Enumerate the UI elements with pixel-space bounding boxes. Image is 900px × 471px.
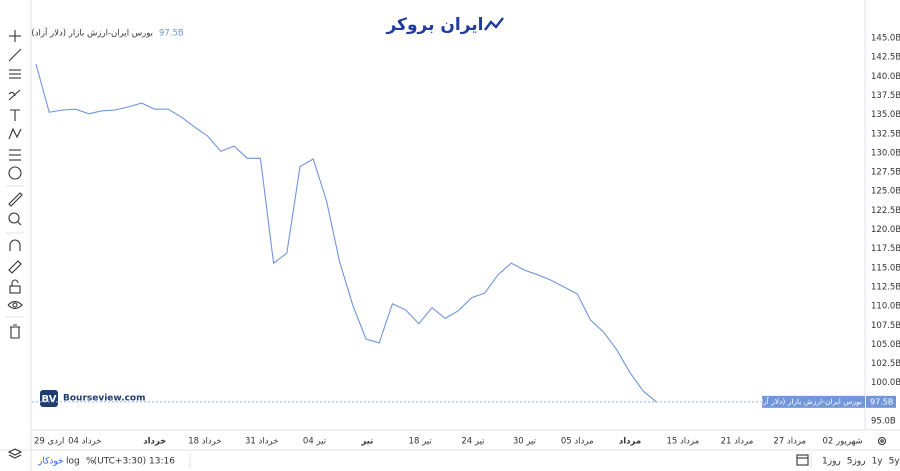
y-tick-label: 95.0B [871,417,896,427]
measure-tool[interactable] [9,149,21,161]
watermark-icon [40,390,58,407]
scale-button[interactable]: خودکار [37,457,64,467]
range-button[interactable]: 5روز [847,457,866,467]
x-tick-label: تیر [360,437,373,447]
x-tick-label: خرداد [143,437,166,447]
last-value-name: بورس ایران-ارزش بازار (دلار آزاد) [755,396,862,406]
x-tick-label: 18 تیر [409,437,433,447]
scale-button[interactable]: log [66,457,80,467]
y-tick-label: 120.0B [871,225,900,235]
range-button[interactable]: 5y [889,457,900,467]
trend-line-tool[interactable] [8,48,22,62]
y-tick-label: 140.0B [871,72,900,82]
range-button[interactable]: 1y [872,457,884,467]
lock-draw-tool[interactable] [8,260,22,274]
y-tick-label: 117.5B [871,244,900,254]
brush-tool[interactable] [8,89,21,101]
x-tick-label: 04 تیر [303,437,327,447]
y-tick-label: 112.5B [871,282,900,292]
bottom-bar: (UTC+3:30) 13:16 [94,436,887,468]
y-tick-label: 132.5B [871,129,900,139]
y-tick-label: 127.5B [871,168,900,178]
x-tick-label: 02 شهریور [822,437,862,447]
y-tick-label: 135.0B [871,110,900,120]
y-tick-label: 105.0B [871,340,900,350]
last-value-name-box [762,395,865,408]
watermark-text: Bourseview.com [63,394,145,404]
legend-value: 97.5B [159,29,184,39]
lock-tool[interactable] [9,279,21,294]
last-value-box [866,395,896,408]
text-tool[interactable] [10,109,20,121]
x-tick-label: 30 تیر [513,437,537,447]
y-tick-label: 100.0B [871,378,900,388]
watermark: BV Bourseview.com [40,390,145,407]
y-tick-label: 110.0B [871,302,900,312]
x-tick-label: 31 خرداد [245,437,278,447]
scale-button[interactable]: % [86,457,95,467]
series-line [35,63,657,403]
layers-tool[interactable] [7,448,23,459]
y-tick-label: 125.0B [871,187,900,197]
ruler-tool[interactable] [8,192,23,207]
clock: (UTC+3:30) 13:16 [94,457,176,467]
x-tick-label: 18 خرداد [188,437,221,447]
legend-series-name: بورس ایران-ارزش بازار (دلار آزاد) [31,27,153,39]
x-tick-label: 27 مرداد [773,437,806,447]
x-tick-label: مرداد [619,437,641,447]
fib-tool[interactable] [9,69,21,79]
pattern-tool[interactable] [8,127,22,140]
logo-text: ایران بروکر [385,15,483,35]
logo: ایران بروکر [385,15,504,35]
delete-tool[interactable] [10,324,20,339]
crosshair-tool[interactable] [9,30,21,42]
last-value-label: 97.5B [870,397,893,406]
x-tick-label: 21 مرداد [721,437,754,447]
magnet-tool[interactable] [9,239,21,251]
x-tick-label: 24 تیر [461,437,485,447]
y-tick-label: 102.5B [871,359,900,369]
x-tick-label: 05 مرداد [561,437,594,447]
visibility-tool[interactable] [7,300,23,310]
emoji-tool[interactable] [8,166,22,180]
zoom-tool[interactable] [8,212,22,226]
y-tick-label: 115.0B [871,263,900,273]
date-range-button[interactable] [796,454,809,466]
y-tick-label: 142.5B [871,53,900,63]
y-tick-label: 107.5B [871,321,900,331]
x-tick-label: 04 خرداد [68,437,101,447]
y-tick-label: 137.5B [871,91,900,101]
settings-button[interactable] [877,436,887,446]
logo-icon [484,17,504,31]
toolbar [6,30,24,459]
x-tick-label: 29 اردی [34,437,64,447]
y-tick-label: 145.0B [871,34,900,44]
range-button[interactable]: 1روز [822,457,841,467]
y-tick-label: 122.5B [871,206,900,216]
watermark-icon-text: BV [42,394,57,405]
y-tick-label: 130.0B [871,148,900,158]
x-tick-label: 15 مرداد [666,437,699,447]
